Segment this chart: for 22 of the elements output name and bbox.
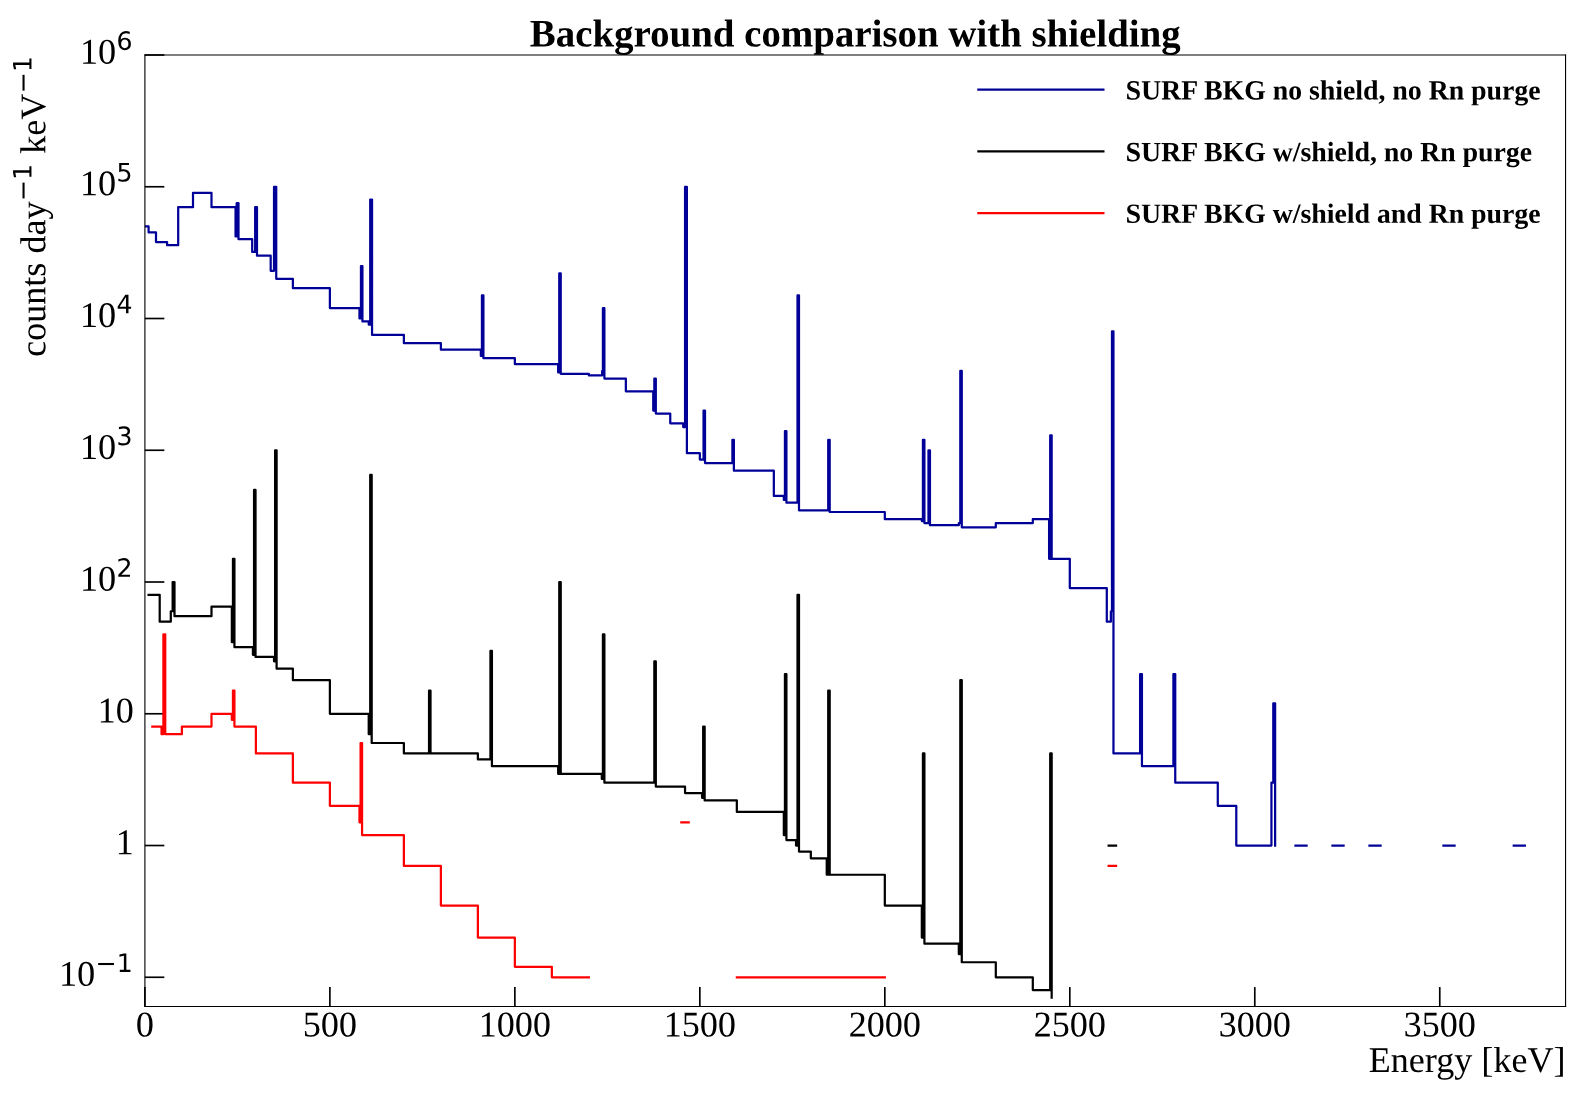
y-tick-label: 10$^{4}$ [83,294,132,328]
y-axis-title: counts day$^{−1}$ keV$^{−1}$ [13,58,54,356]
x-tick-label: 1000 [481,1012,550,1037]
x-tick-label: 2000 [850,1012,920,1037]
x-tick-label: 3000 [1220,1012,1290,1037]
legend-label: SURF BKG no shield, no Rn purge [1127,80,1540,106]
y-tick-label: 10$^{6}$ [83,31,131,64]
y-tick-label: 10$^{3}$ [83,426,131,460]
x-tick-label: 3500 [1405,1012,1475,1037]
x-tick-label: 2500 [1035,1012,1105,1037]
chart-title: Background comparison with shielding [530,19,1181,55]
legend-label: SURF BKG w/shield, no Rn purge [1127,141,1532,168]
y-tick-label: 10$^{2}$ [83,558,130,592]
y-tick-label: 10 [100,698,133,723]
x-tick-label: 0 [137,1012,153,1037]
y-tick-label: 10$^{−1}$ [62,953,131,987]
y-tick-label: 10$^{5}$ [83,162,131,196]
legend-label: SURF BKG w/shield and Rn purge [1127,203,1540,229]
x-tick-label: 500 [304,1012,356,1037]
x-tick-label: 1500 [666,1012,735,1037]
y-tick-label: 1 [118,830,132,855]
x-axis-title: Energy [keV] [1369,1046,1563,1080]
